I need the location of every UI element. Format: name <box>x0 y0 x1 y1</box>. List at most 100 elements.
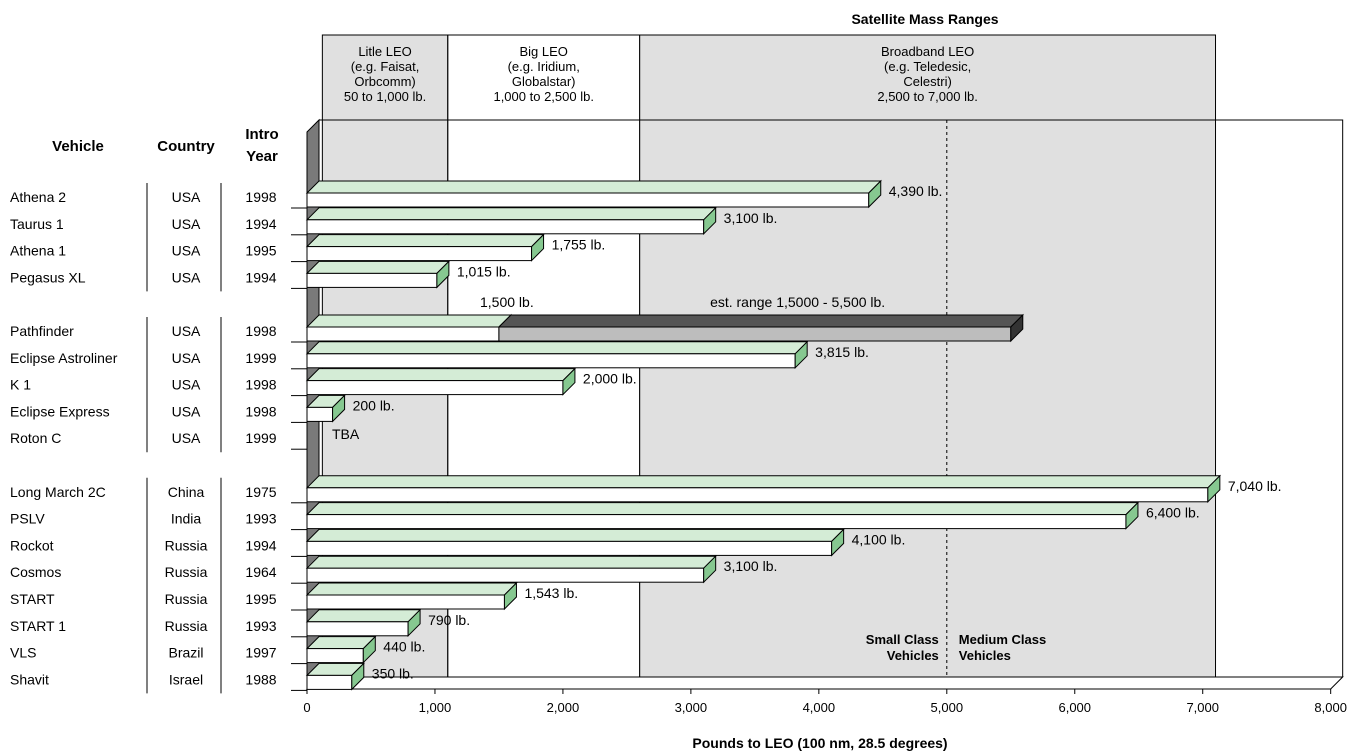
bar-cosmos <box>305 554 717 584</box>
bar-value-label: 1,543 lb. <box>524 585 578 601</box>
bar-eclipse-astroliner <box>305 340 809 370</box>
bar-eclipse-express <box>305 394 346 423</box>
bar-end <box>503 581 517 611</box>
x-tick-label: 6,000 <box>1058 700 1091 715</box>
band-label: Broadband LEO <box>881 44 974 59</box>
bar-value-label: 200 lb. <box>353 397 395 413</box>
bar-top <box>305 582 518 596</box>
bar-end <box>831 528 845 557</box>
bar-top <box>305 314 513 328</box>
bar-value-label: 3,100 lb. <box>724 210 778 226</box>
chart-title: Satellite Mass Ranges <box>851 11 998 27</box>
bar-pathfinder <box>305 313 1024 343</box>
bar-face <box>306 246 533 262</box>
band-label: 2,500 to 7,000 lb. <box>877 89 977 104</box>
bar-face <box>306 540 833 556</box>
vehicle-year: 1995 <box>245 243 276 259</box>
vehicle-country: USA <box>172 403 201 419</box>
vehicle-name: Taurus 1 <box>10 216 64 232</box>
bar-top <box>305 475 1222 489</box>
vehicle-year: 1995 <box>245 591 276 607</box>
vehicle-country: USA <box>172 350 201 366</box>
vehicle-year: 1993 <box>245 511 276 527</box>
vehicle-year: 1997 <box>245 645 276 661</box>
band-label: Litle LEO <box>358 44 411 59</box>
bar-value-label: 1,015 lb. <box>457 263 511 279</box>
bar-face <box>306 594 505 610</box>
bar-k-1 <box>305 367 577 396</box>
vehicle-name: Rockot <box>10 537 54 553</box>
bar-value-label: TBA <box>332 426 360 442</box>
vehicle-year: 1994 <box>245 537 276 553</box>
bar-top <box>305 555 717 569</box>
bar-end <box>868 179 882 209</box>
band-label: (e.g. Iridium, <box>508 59 580 74</box>
range-bar-face <box>498 326 1012 342</box>
bar-top <box>305 180 882 194</box>
vehicle-name: VLS <box>10 645 36 661</box>
vehicle-year: 1994 <box>245 269 276 285</box>
vehicle-year: 1988 <box>245 671 276 687</box>
vehicle-country: USA <box>172 430 201 446</box>
bar-face <box>306 514 1127 530</box>
bar-top <box>305 260 451 274</box>
bar-shavit <box>305 662 365 691</box>
x-axis-label: Pounds to LEO (100 nm, 28.5 degrees) <box>692 735 947 751</box>
x-tick-label: 4,000 <box>803 700 836 715</box>
vehicle-year: 1998 <box>245 189 276 205</box>
bar-face <box>306 380 564 396</box>
vehicle-name: Pegasus XL <box>10 269 86 285</box>
bar-value-label: 350 lb. <box>372 665 414 681</box>
bar-vls <box>305 635 377 664</box>
bar-top <box>305 368 577 382</box>
bar-end <box>703 554 717 584</box>
band-label: (e.g. Faisat, <box>351 59 420 74</box>
vehicle-name: Cosmos <box>10 564 61 580</box>
bar-start-1 <box>305 608 422 638</box>
vehicle-country: Russia <box>165 564 208 580</box>
vehicle-country: USA <box>172 323 201 339</box>
bar-face <box>306 406 334 422</box>
bar-end <box>531 233 545 262</box>
vehicle-year: 1994 <box>245 216 276 232</box>
vehicle-country: USA <box>172 216 201 232</box>
bar-end <box>1125 501 1139 530</box>
band-label: (e.g. Teledesic, <box>884 59 971 74</box>
x-tick-label: 7,000 <box>1186 700 1219 715</box>
bar-long-march-2c <box>305 474 1222 504</box>
bar-end <box>362 635 376 664</box>
bar-value-label: 3,815 lb. <box>815 344 869 360</box>
vehicle-country: Russia <box>165 618 208 634</box>
vehicle-name: Athena 1 <box>10 243 66 259</box>
bar-top <box>305 341 809 355</box>
vehicle-name: Athena 2 <box>10 189 66 205</box>
bar-face <box>306 272 438 288</box>
vehicle-country: Russia <box>165 591 208 607</box>
vehicle-name: Pathfinder <box>10 323 74 339</box>
x-tick-label: 3,000 <box>675 700 708 715</box>
vehicle-name: Roton C <box>10 430 61 446</box>
bar-top <box>305 234 545 248</box>
x-axis-layer: 0 1,000 2,000 3,000 4,000 5,000 6,000 7,000 8,00… <box>303 689 1347 715</box>
range-label: est. range 1,5000 - 5,500 lb. <box>710 294 885 310</box>
plot-floor <box>305 676 1344 690</box>
bar-value-label: 1,500 lb. <box>480 294 534 310</box>
bar-end <box>436 260 450 289</box>
vehicle-country: India <box>171 511 202 527</box>
bar-value-label: 440 lb. <box>383 639 425 655</box>
vehicle-name: Eclipse Astroliner <box>10 350 118 366</box>
bar-top <box>305 609 422 623</box>
bar-face <box>306 674 353 690</box>
bar-face <box>306 648 364 664</box>
bar-face <box>306 353 796 369</box>
bar-pslv <box>305 501 1140 530</box>
range-bar-top <box>497 314 1024 328</box>
bar-end <box>407 608 421 638</box>
bar-pegasus-xl <box>305 260 451 289</box>
bar-value-label: 1,755 lb. <box>552 237 606 253</box>
column-header-year: Year <box>246 148 278 165</box>
vehicle-name: K 1 <box>10 377 31 393</box>
band-label: Orbcomm) <box>354 74 415 89</box>
column-header-vehicle: Vehicle <box>52 138 104 155</box>
small-class-label: Small Class <box>866 632 939 647</box>
